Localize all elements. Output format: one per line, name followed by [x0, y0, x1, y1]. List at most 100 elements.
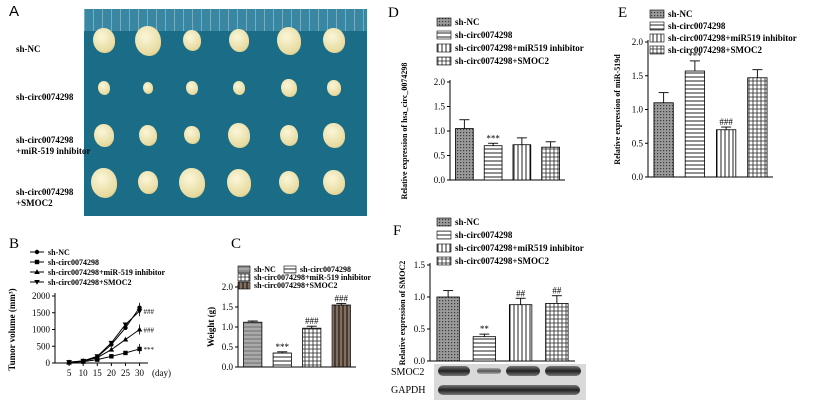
bar	[541, 146, 560, 181]
legend-swatch	[237, 281, 251, 290]
y-tick-label: 500	[37, 341, 51, 351]
western-blot: SMOC2 GAPDH	[385, 364, 635, 400]
bar	[472, 336, 497, 362]
tumor	[323, 28, 345, 54]
data-point	[95, 357, 100, 362]
significance-label: ###	[305, 316, 319, 326]
series-line	[69, 310, 140, 363]
panel-letter: B	[9, 236, 19, 252]
tumor	[228, 123, 250, 149]
blot-band	[506, 366, 540, 376]
tumor	[279, 171, 299, 194]
y-tick-label: 1.5	[632, 71, 644, 81]
data-point	[122, 322, 129, 328]
panel-letter: F	[393, 223, 401, 239]
tumor	[327, 80, 341, 97]
tumor	[323, 170, 345, 196]
y-tick-label: 1.0	[222, 322, 234, 332]
legend-swatch	[237, 273, 251, 282]
data-point	[108, 346, 115, 352]
data-point	[66, 360, 72, 365]
y-tick-label: 2000	[32, 291, 51, 301]
legend-marker	[34, 259, 40, 265]
significance-label: ***	[486, 133, 500, 143]
blot-label-gapdh: GAPDH	[391, 385, 426, 396]
y-axis-label: Weight (g)	[206, 307, 216, 347]
data-point	[122, 336, 129, 342]
legend-swatch	[436, 56, 452, 66]
legend-label: sh-circ0074298+SMOC2	[48, 278, 132, 287]
legend-label: sh-NC	[455, 217, 480, 227]
tumor-row-label-line: +SMOC2	[16, 198, 53, 208]
y-tick-label: 2.0	[434, 77, 446, 87]
tumor	[138, 171, 158, 194]
tumor	[179, 168, 205, 198]
tumor-row-label: sh-NC	[16, 44, 41, 55]
legend-label: sh-circ0074298+miR-519 inhibitor	[48, 268, 166, 277]
tumor	[135, 26, 161, 56]
blot-band	[438, 385, 580, 395]
y-tick-label: 2.0	[222, 282, 234, 292]
significance-label: ###	[144, 308, 155, 316]
legend-swatch	[436, 256, 452, 266]
bar	[455, 128, 474, 181]
bar	[653, 102, 674, 178]
legend-swatch	[436, 17, 452, 27]
significance-label: **	[480, 324, 490, 334]
y-tick-label: 0.0	[414, 356, 426, 366]
bar	[545, 303, 569, 362]
y-tick-label: 1.5	[414, 260, 426, 270]
tumor	[280, 125, 298, 146]
tumor	[183, 30, 201, 51]
x-axis-label: (day)	[152, 368, 171, 378]
legend-label: sh-NC	[668, 9, 693, 19]
tumor	[98, 81, 110, 95]
y-tick-label: 0.5	[632, 138, 644, 148]
significance-label: ###	[335, 293, 349, 303]
significance-label: ***	[276, 342, 290, 352]
legend-label: sh-circ0074298+miR519 inhibitor	[455, 243, 584, 253]
legend-swatch	[436, 217, 452, 227]
y-axis-label: Relative expression of miR-519d	[613, 54, 622, 165]
significance-label: ***	[688, 51, 702, 61]
tumor	[229, 29, 249, 52]
legend-label: sh-circ0074298	[300, 265, 351, 274]
legend-swatch	[283, 265, 297, 274]
legend-label: sh-circ0074298+miR519 inhibitor	[668, 33, 797, 43]
tumor-photo	[84, 9, 367, 216]
legend-label: sh-circ0074298	[668, 21, 726, 31]
bar	[684, 70, 705, 178]
tumor	[91, 168, 117, 198]
y-tick-label: 1.0	[414, 292, 426, 302]
panel-b-line-chart: B 0 500 1000 1500 2000 5 10 15 20 25 30 (day) Tumor v…	[7, 236, 171, 378]
tumor-row-label: sh-circ0074298 +miR-519 inhibitor	[16, 135, 90, 157]
tumor	[184, 126, 200, 145]
y-axis-label: Tumor volume (mm³)	[7, 288, 17, 370]
tumor	[227, 169, 251, 197]
legend-marker	[34, 249, 40, 255]
bar	[512, 144, 532, 181]
y-tick-label: 2.0	[632, 37, 644, 47]
panel-d-bar-chart: D 0.0 0.5 1.0 1.5 2.0 Relative expression of h…	[388, 5, 584, 199]
legend-marker	[34, 280, 40, 285]
legend-swatch	[649, 9, 665, 19]
legend-swatch	[649, 45, 665, 55]
legend-label: sh-circ0074298+SMOC2	[455, 56, 549, 66]
legend-label: sh-circ0074298+SMOC2	[668, 45, 762, 55]
tumor	[93, 28, 115, 54]
tumor	[186, 81, 198, 95]
legend-label: sh-circ0074298+miR519 inhibitor	[455, 43, 584, 53]
bar	[716, 129, 737, 178]
tumor	[277, 27, 301, 55]
legend-label: sh-circ0074298	[455, 230, 513, 240]
data-point	[109, 354, 114, 359]
panel-c-bar-chart: C 0.0 0.5 1.0 1.5 2.0 Weight (g) *** ### ### sh-NC…	[206, 236, 372, 372]
y-tick-label: 1500	[32, 308, 51, 318]
panel-a-letter: A	[9, 3, 20, 20]
y-tick-label: 0.5	[222, 342, 234, 352]
y-tick-label: 1.5	[222, 302, 234, 312]
bar	[436, 296, 460, 362]
blot-band	[477, 368, 501, 374]
x-tick-label: 25	[121, 368, 131, 378]
tumor-row-label-line: +miR-519 inhibitor	[16, 146, 91, 156]
